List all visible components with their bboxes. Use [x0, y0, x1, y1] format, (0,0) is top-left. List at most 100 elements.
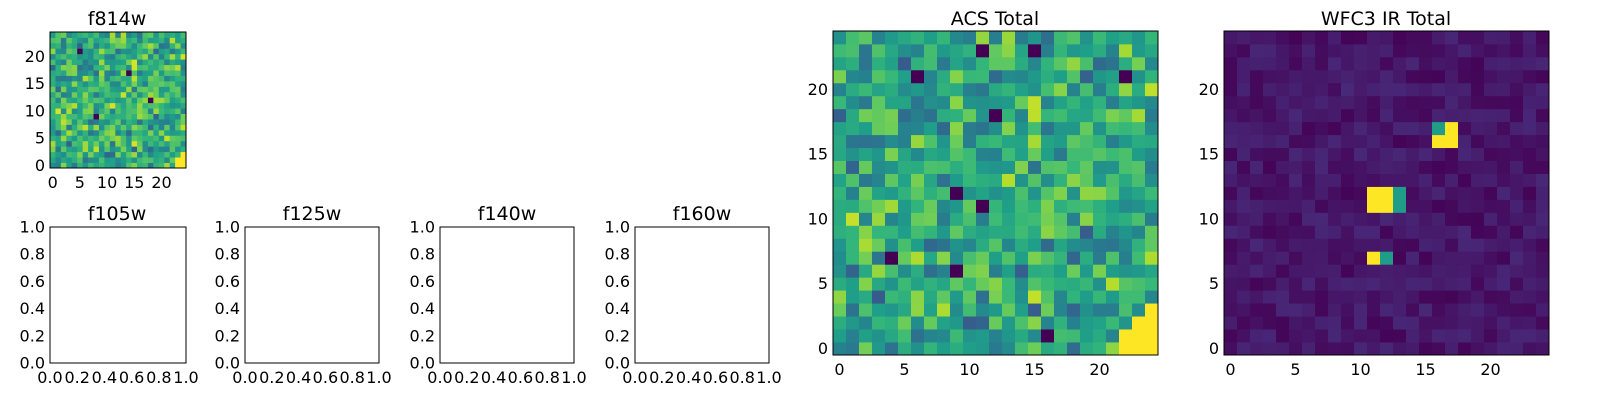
y-tick-label: 1.0: [20, 218, 45, 237]
heatmap-cell: [1419, 186, 1433, 200]
heatmap-cell: [1093, 212, 1107, 226]
heatmap-cell: [66, 53, 73, 60]
heatmap-cell: [1237, 303, 1251, 317]
heatmap-cell: [50, 113, 56, 120]
heatmap-cell: [1315, 147, 1329, 161]
heatmap-cell: [82, 124, 89, 131]
heatmap-cell: [98, 113, 105, 120]
heatmap-cell: [153, 37, 160, 44]
heatmap-cell: [180, 91, 187, 98]
heatmap-cell: [1419, 225, 1433, 239]
heatmap-cell: [131, 129, 138, 136]
heatmap-cell: [1380, 43, 1394, 58]
heatmap-cell: [1510, 277, 1524, 291]
heatmap-cell: [142, 80, 149, 87]
heatmap-cell: [66, 140, 73, 147]
heatmap-cell: [71, 108, 78, 114]
heatmap-cell: [131, 80, 138, 87]
heatmap-cell: [82, 32, 89, 38]
heatmap-cell: [1054, 225, 1068, 239]
heatmap-cell: [924, 147, 938, 161]
heatmap-cell: [158, 124, 165, 131]
heatmap-cell: [50, 53, 56, 60]
heatmap-cell: [872, 31, 886, 45]
heatmap-cell: [137, 102, 143, 109]
heatmap-cell: [50, 70, 56, 76]
heatmap-cell: [147, 97, 154, 104]
heatmap-cell: [1302, 43, 1316, 58]
heatmap-cell: [1067, 31, 1081, 45]
heatmap-cell: [963, 290, 977, 304]
heatmap-cell: [1002, 43, 1016, 58]
heatmap-cell: [833, 69, 847, 84]
heatmap-cell: [1523, 173, 1537, 187]
heatmap-cell: [833, 173, 847, 187]
heatmap-cell: [1471, 69, 1485, 84]
heatmap-cell: [859, 173, 873, 187]
heatmap-cell: [1354, 108, 1368, 123]
heatmap-cell: [131, 135, 138, 142]
heatmap-cell: [1002, 303, 1016, 317]
heatmap-cell: [1289, 316, 1303, 330]
heatmap-cell: [1145, 121, 1159, 136]
heatmap-cell: [1393, 108, 1407, 123]
heatmap-cell: [71, 146, 78, 153]
heatmap-cell: [1367, 264, 1381, 278]
heatmap-cell: [1002, 147, 1016, 161]
heatmap-cell: [963, 225, 977, 239]
heatmap-cell: [82, 129, 89, 136]
heatmap-cell: [976, 212, 990, 226]
heatmap-cell: [98, 108, 105, 114]
heatmap-cell: [1393, 186, 1407, 200]
heatmap-cell: [1276, 342, 1290, 356]
heatmap-cell: [180, 53, 187, 60]
heatmap-cell: [169, 80, 176, 87]
heatmap-cell: [898, 212, 912, 226]
heatmap-cell: [1354, 160, 1368, 174]
heatmap-cell: [846, 329, 860, 343]
heatmap-cell: [1289, 303, 1303, 317]
heatmap-cell: [1250, 264, 1264, 278]
heatmap-cell: [1041, 212, 1055, 226]
heatmap-cell: [1224, 134, 1238, 149]
panel-title: f140w: [478, 203, 537, 225]
heatmap-cell: [1445, 316, 1459, 330]
heatmap-cell: [71, 97, 78, 104]
heatmap-cell: [1484, 31, 1498, 45]
x-tick-label: 20: [1480, 360, 1500, 379]
heatmap-cell: [1041, 173, 1055, 187]
heatmap-cell: [147, 48, 154, 55]
heatmap-cell: [1041, 56, 1055, 71]
heatmap-cell: [1445, 121, 1459, 136]
heatmap-cell: [833, 342, 847, 356]
heatmap-cell: [180, 108, 187, 114]
heatmap-cell: [1028, 108, 1042, 123]
heatmap-cell: [1015, 238, 1029, 252]
heatmap-cell: [1015, 160, 1029, 174]
y-tick-label: 10: [808, 209, 828, 228]
heatmap-cell: [1289, 147, 1303, 161]
heatmap-cell: [1080, 134, 1094, 149]
heatmap-cell: [1302, 82, 1316, 97]
heatmap-cell: [88, 129, 94, 136]
heatmap-cell: [164, 129, 171, 136]
heatmap-cell: [93, 162, 100, 169]
heatmap-cell: [833, 82, 847, 97]
heatmap-cell: [1393, 238, 1407, 252]
heatmap-cell: [1536, 121, 1550, 136]
heatmap-cell: [60, 42, 67, 49]
heatmap-cell: [66, 59, 73, 66]
heatmap-cell: [50, 151, 56, 158]
y-tick-label: 0.2: [605, 326, 630, 345]
heatmap-cell: [131, 59, 138, 66]
heatmap-cell: [55, 37, 62, 44]
heatmap-cell: [1289, 121, 1303, 136]
heatmap-cell: [104, 64, 111, 71]
panel-f140w: f140w 0.0 0.2 0.4 0.6 0.8 1.0 0.0 0.2 0.…: [410, 203, 587, 387]
heatmap-cell: [859, 134, 873, 149]
heatmap-cell: [1106, 251, 1120, 265]
y-tick-label: 0.4: [605, 299, 630, 318]
heatmap-cell: [109, 53, 116, 60]
heatmap-cell: [175, 53, 181, 60]
heatmap-cell: [1328, 225, 1342, 239]
